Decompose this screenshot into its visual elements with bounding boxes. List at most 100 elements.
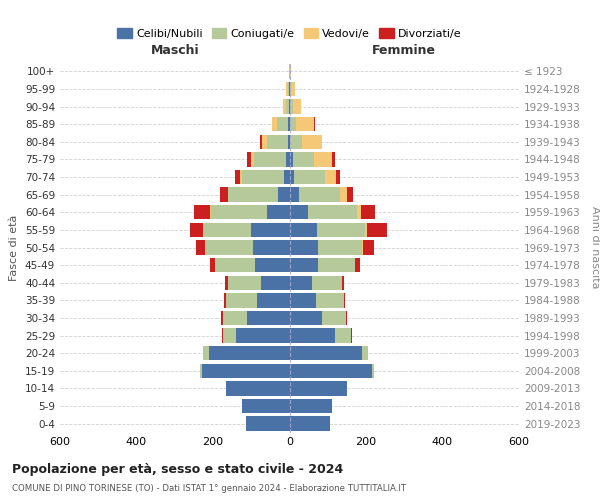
Bar: [245, 416, 290, 431]
Bar: [362, 346, 368, 360]
Bar: [290, 399, 332, 413]
Bar: [341, 276, 342, 290]
Bar: [203, 346, 209, 360]
Y-axis label: Anni di nascita: Anni di nascita: [590, 206, 600, 289]
Bar: [322, 311, 346, 325]
Bar: [335, 328, 352, 343]
Bar: [294, 170, 325, 184]
Bar: [291, 82, 295, 96]
Bar: [223, 328, 236, 343]
Bar: [215, 258, 255, 272]
Bar: [290, 258, 318, 272]
Bar: [325, 170, 336, 184]
Bar: [372, 364, 374, 378]
Bar: [286, 100, 289, 114]
Bar: [290, 346, 362, 360]
Bar: [242, 170, 284, 184]
Bar: [342, 276, 344, 290]
Bar: [278, 188, 290, 202]
Bar: [289, 117, 290, 132]
Bar: [296, 117, 314, 132]
Bar: [277, 117, 289, 132]
Y-axis label: Fasce di età: Fasce di età: [10, 214, 19, 280]
Bar: [283, 100, 286, 114]
Bar: [272, 117, 277, 132]
Text: COMUNE DI PINO TORINESE (TO) - Dati ISTAT 1° gennaio 2024 - Elaborazione TUTTITA: COMUNE DI PINO TORINESE (TO) - Dati ISTA…: [12, 484, 406, 493]
Bar: [228, 188, 278, 202]
Bar: [257, 293, 290, 308]
Bar: [290, 64, 291, 78]
Bar: [318, 258, 355, 272]
Bar: [260, 134, 262, 149]
Bar: [261, 276, 290, 290]
Bar: [202, 364, 290, 378]
Bar: [290, 381, 347, 396]
Bar: [262, 134, 268, 149]
Bar: [209, 346, 290, 360]
Bar: [235, 170, 240, 184]
Bar: [367, 222, 386, 237]
Bar: [194, 205, 211, 220]
Bar: [254, 152, 286, 166]
Bar: [236, 328, 290, 343]
Bar: [299, 188, 340, 202]
Bar: [247, 311, 290, 325]
Bar: [302, 134, 322, 149]
Bar: [223, 311, 247, 325]
Bar: [247, 152, 251, 166]
Bar: [290, 416, 329, 431]
Bar: [290, 293, 316, 308]
Bar: [290, 100, 293, 114]
Bar: [344, 293, 346, 308]
Bar: [290, 205, 308, 220]
Bar: [364, 240, 374, 254]
Bar: [311, 276, 341, 290]
Bar: [226, 293, 257, 308]
Bar: [308, 205, 357, 220]
Bar: [314, 117, 315, 132]
Bar: [290, 276, 311, 290]
Bar: [290, 152, 293, 166]
Bar: [340, 188, 347, 202]
Bar: [290, 170, 294, 184]
Bar: [346, 311, 347, 325]
Bar: [222, 328, 223, 343]
Bar: [316, 293, 344, 308]
Bar: [290, 328, 335, 343]
Bar: [347, 188, 353, 202]
Text: Maschi: Maschi: [151, 44, 199, 57]
Bar: [268, 134, 289, 149]
Bar: [255, 258, 290, 272]
Bar: [290, 240, 318, 254]
Bar: [251, 222, 290, 237]
Bar: [229, 276, 261, 290]
Bar: [251, 152, 254, 166]
Legend: Celibi/Nubili, Coniugati/e, Vedovi/e, Divorziati/e: Celibi/Nubili, Coniugati/e, Vedovi/e, Di…: [113, 24, 466, 44]
Bar: [318, 240, 362, 254]
Text: Femmine: Femmine: [372, 44, 436, 57]
Bar: [211, 205, 266, 220]
Bar: [290, 364, 372, 378]
Bar: [190, 222, 203, 237]
Bar: [224, 293, 226, 308]
Bar: [314, 152, 332, 166]
Bar: [253, 240, 290, 254]
Bar: [203, 222, 251, 237]
Bar: [205, 240, 253, 254]
Bar: [211, 258, 215, 272]
Bar: [284, 170, 290, 184]
Bar: [225, 276, 229, 290]
Bar: [361, 205, 375, 220]
Bar: [220, 188, 227, 202]
Bar: [332, 152, 335, 166]
Bar: [196, 240, 205, 254]
Bar: [357, 205, 361, 220]
Bar: [290, 117, 296, 132]
Bar: [317, 222, 365, 237]
Bar: [290, 222, 317, 237]
Bar: [289, 134, 290, 149]
Bar: [293, 100, 301, 114]
Bar: [293, 152, 314, 166]
Bar: [336, 170, 340, 184]
Bar: [362, 240, 364, 254]
